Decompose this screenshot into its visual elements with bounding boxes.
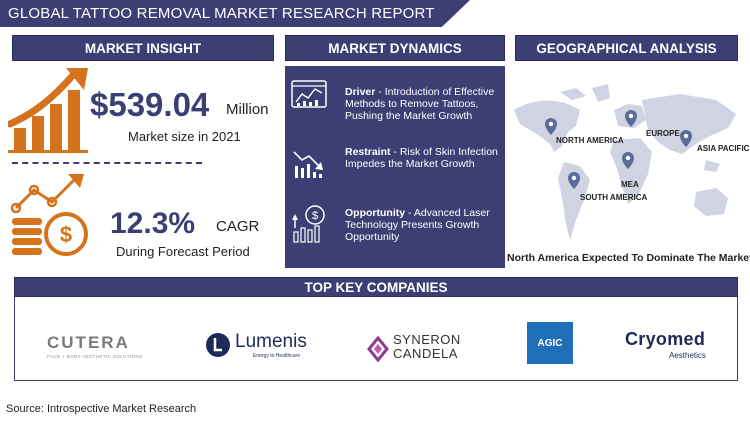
market-dynamics-panel: Driver - Introduction of Effective Metho… — [285, 66, 505, 268]
page-title: GLOBAL TATTOO REMOVAL MARKET RESEARCH RE… — [8, 5, 435, 22]
opportunity-text: - Advanced Laser Technology Presents Gro… — [345, 207, 490, 243]
syneron-candela-mark-icon — [367, 336, 389, 362]
region-north-america: NORTH AMERICA — [556, 136, 624, 145]
coin-growth-icon: $ — [10, 174, 88, 256]
lumenis-tagline: Energy to Healthcare — [253, 353, 300, 359]
restraint-item: Restraint - Risk of Skin Infection Imped… — [345, 146, 501, 170]
syneron-candela-logo: SYNERON CANDELA — [367, 333, 477, 363]
cryomed-name: Cryomed — [625, 329, 706, 349]
growth-coin-icon: $ — [292, 205, 325, 243]
driver-text: - Introduction of Effective Methods to R… — [345, 86, 495, 122]
driver-item: Driver - Introduction of Effective Metho… — [345, 86, 501, 122]
cutera-tagline: FACE + BODY AESTHETIC SOLUTIONS — [47, 354, 143, 359]
market-size-unit: Million — [226, 101, 269, 118]
cryomed-tagline: Aesthetics — [669, 351, 706, 360]
restraint-text: - Risk of Skin Infection Impedes the Mar… — [345, 146, 498, 170]
region-asia-pacific: ASIA PACIFIC — [697, 144, 750, 153]
agic-logo: AGIC — [527, 322, 573, 364]
restraint-label: Restraint — [345, 146, 391, 158]
opportunity-item: Opportunity - Advanced Laser Technology … — [345, 207, 501, 243]
geographical-analysis-header: GEOGRAPHICAL ANALYSIS — [515, 35, 738, 61]
title-banner — [0, 0, 470, 27]
syneron-line1: SYNERON — [393, 332, 461, 347]
declining-chart-icon — [293, 151, 323, 178]
agic-name: AGIC — [537, 337, 563, 349]
svg-text:$: $ — [60, 222, 72, 247]
market-size-caption: Market size in 2021 — [128, 129, 241, 144]
driver-label: Driver — [345, 86, 376, 98]
growth-bar-chart-icon — [8, 68, 88, 153]
source-note: Source: Introspective Market Research — [6, 403, 197, 415]
cutera-logo: CUTERA FACE + BODY AESTHETIC SOLUTIONS — [47, 333, 157, 359]
geography-caption: North America Expected To Dominate The M… — [507, 252, 750, 264]
lumenis-name: Lumenis — [235, 331, 307, 352]
lumenis-logo: Lumenis Energy to Healthcare — [205, 331, 325, 361]
region-south-america: SOUTH AMERICA — [580, 193, 648, 202]
region-europe: EUROPE — [646, 129, 680, 138]
lumenis-mark-icon — [206, 333, 230, 357]
cagr-value: 12.3% — [110, 207, 196, 240]
candela-line2: CANDELA — [393, 346, 458, 361]
divider — [12, 162, 202, 164]
market-dynamics-header: MARKET DYNAMICS — [285, 35, 505, 61]
market-size-value: $539.04 — [90, 86, 210, 123]
cutera-name: CUTERA — [47, 333, 130, 352]
world-map — [514, 84, 736, 240]
region-mea: MEA — [621, 180, 639, 189]
dashboard-chart-icon — [291, 80, 327, 108]
cagr-caption: During Forecast Period — [116, 244, 250, 259]
cagr-unit: CAGR — [216, 218, 260, 235]
market-insight-header: MARKET INSIGHT — [12, 35, 274, 61]
opportunity-label: Opportunity — [345, 207, 406, 219]
svg-text:$: $ — [312, 210, 318, 222]
cryomed-logo: Cryomed Aesthetics — [625, 329, 725, 365]
companies-panel: CUTERA FACE + BODY AESTHETIC SOLUTIONS L… — [14, 297, 738, 381]
top-companies-header: TOP KEY COMPANIES — [14, 277, 738, 297]
